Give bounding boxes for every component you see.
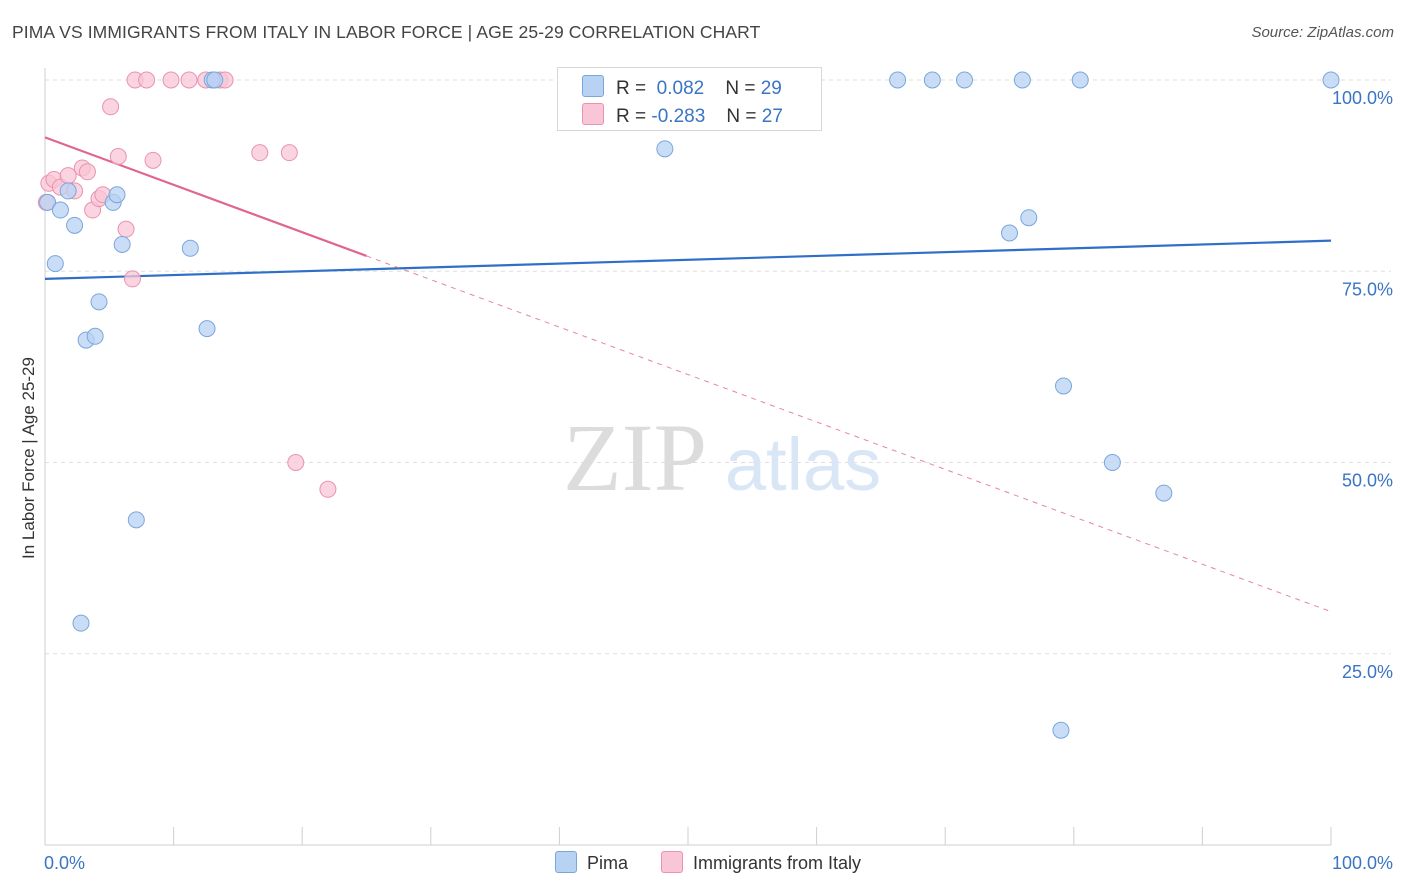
pima-point xyxy=(955,71,973,89)
italy-point xyxy=(144,151,162,169)
italy-r-value: -0.283 xyxy=(651,106,706,127)
pima-point xyxy=(66,216,84,234)
watermark-zip: ZIP xyxy=(563,404,707,511)
italy-point xyxy=(287,454,305,471)
pima-point xyxy=(1013,71,1031,89)
italy-swatch xyxy=(582,103,604,125)
x-tick-label: 0.0% xyxy=(44,853,85,873)
pima-point xyxy=(923,71,941,89)
italy-point xyxy=(251,144,269,162)
italy-legend-label: Immigrants from Italy xyxy=(693,853,862,873)
italy-point xyxy=(180,71,198,89)
italy-point xyxy=(59,167,77,185)
pima-point xyxy=(72,614,90,632)
legend-item-pima[interactable]: Pima xyxy=(555,851,628,874)
pima-point xyxy=(46,255,64,273)
grid-layer xyxy=(45,79,1391,655)
italy-point xyxy=(138,71,156,89)
correlation-legend: R = 0.082 N = 29 R = -0.283 N = 27 xyxy=(557,67,822,131)
pima-point xyxy=(1071,71,1089,89)
y-axis-label: In Labor Force | Age 25-29 xyxy=(19,357,38,559)
italy-point xyxy=(117,220,135,238)
n-label: N = xyxy=(726,106,757,127)
points-layer xyxy=(37,71,1340,739)
italy-point xyxy=(78,163,96,181)
pima-point xyxy=(1001,224,1018,242)
axes-layer xyxy=(44,68,1332,846)
pima-point xyxy=(90,293,108,311)
pima-swatch xyxy=(582,75,604,97)
pima-r-value: 0.082 xyxy=(656,78,705,99)
pima-point xyxy=(86,327,104,345)
r-label: R = xyxy=(616,106,647,127)
pima-point xyxy=(656,140,674,158)
italy-point xyxy=(109,148,127,165)
y-tick-label: 50.0% xyxy=(1342,471,1393,491)
pima-point xyxy=(1155,484,1173,502)
trend-layer xyxy=(44,136,1332,613)
pima-trend-line xyxy=(44,239,1332,280)
pima-point xyxy=(1103,454,1121,471)
r-label: R = xyxy=(616,78,647,99)
pima-point xyxy=(206,71,224,89)
italy-trend-line xyxy=(44,136,367,257)
italy-legend-swatch xyxy=(661,851,683,873)
italy-trend-extension xyxy=(366,255,1332,613)
chart-title: PIMA VS IMMIGRANTS FROM ITALY IN LABOR F… xyxy=(12,22,761,42)
italy-point xyxy=(280,144,298,162)
pima-point xyxy=(181,239,199,257)
pima-n-value: 29 xyxy=(760,78,782,99)
pima-point xyxy=(198,320,216,338)
pima-point xyxy=(1055,377,1073,395)
y-tick-label: 25.0% xyxy=(1342,662,1393,682)
italy-point xyxy=(162,71,180,89)
italy-point xyxy=(319,480,337,498)
n-label: N = xyxy=(725,78,756,99)
pima-legend-swatch xyxy=(555,851,577,873)
x-tick-label: 100.0% xyxy=(1332,853,1393,873)
source-credit: Source: ZipAtlas.com xyxy=(1251,24,1394,41)
pima-point xyxy=(59,182,77,200)
y-tick-label: 75.0% xyxy=(1342,279,1393,299)
pima-point xyxy=(1020,209,1038,227)
watermark: ZIP atlas xyxy=(563,404,881,511)
legend-row-pima: R = 0.082 N = 29 xyxy=(582,75,782,101)
pima-point xyxy=(113,235,131,253)
pima-point xyxy=(51,201,69,219)
legend-item-italy[interactable]: Immigrants from Italy xyxy=(661,851,861,874)
watermark-atlas: atlas xyxy=(725,423,881,506)
y-tick-label: 100.0% xyxy=(1332,88,1393,108)
italy-point xyxy=(102,98,120,116)
pima-legend-label: Pima xyxy=(587,853,629,873)
pima-point xyxy=(889,71,907,89)
pima-point xyxy=(108,186,126,204)
tick-labels: 25.0% 50.0% 75.0% 100.0% 0.0% 100.0% xyxy=(44,88,1393,873)
italy-n-value: 27 xyxy=(761,106,783,127)
pima-point xyxy=(127,511,145,529)
pima-point xyxy=(1052,721,1070,739)
pima-point xyxy=(39,193,57,211)
italy-point xyxy=(123,270,141,288)
legend-row-italy: R = -0.283 N = 27 xyxy=(582,103,783,129)
pima-point xyxy=(1322,71,1340,89)
